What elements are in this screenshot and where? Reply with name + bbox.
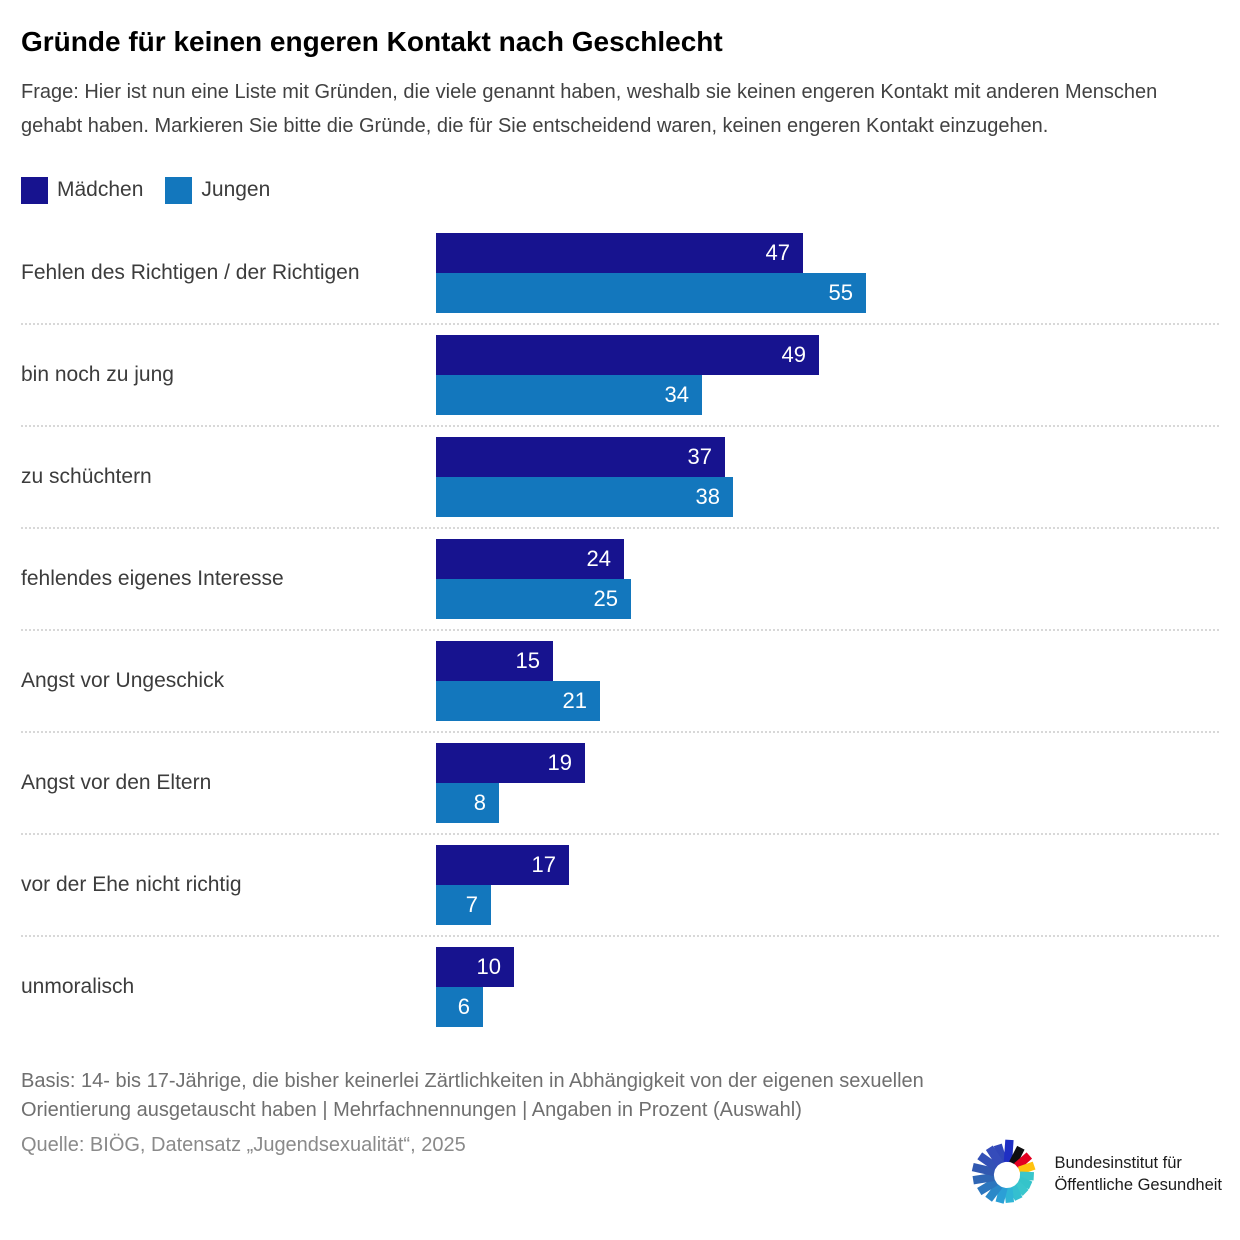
legend-item-maedchen: Mädchen (21, 176, 144, 204)
category-label: Fehlen des Richtigen / der Richtigen (21, 261, 360, 284)
chart-row: Angst vor Ungeschick 15 21 (21, 641, 1219, 721)
chart-row: Angst vor den Eltern 19 8 (21, 743, 1219, 823)
chart-bar-jungen: 25 (436, 579, 631, 619)
bar-group: 15 21 (436, 641, 1219, 721)
chart-bar-jungen: 21 (436, 681, 600, 721)
chart-bar-maedchen: 37 (436, 437, 725, 477)
row-separator (21, 935, 1219, 937)
row-separator (21, 629, 1219, 631)
chart-row: Fehlen des Richtigen / der Richtigen 47 55 (21, 233, 1219, 313)
chart-subtitle-question: Frage: Hier ist nun eine Liste mit Gründ… (21, 81, 1158, 137)
chart-bar-jungen: 6 (436, 987, 483, 1027)
chart: Fehlen des Richtigen / der Richtigen 47 55… (21, 233, 1219, 1027)
bar-value-label: 19 (547, 750, 572, 775)
bar-group: 47 55 (436, 233, 1219, 313)
bar-group: 49 34 (436, 335, 1219, 415)
chart-row: vor der Ehe nicht richtig 17 7 (21, 845, 1219, 925)
chart-bar-maedchen: 19 (436, 743, 585, 783)
category-label: fehlendes eigenes Interesse (21, 567, 284, 590)
chart-bar-maedchen: 24 (436, 539, 624, 579)
bar-value-label: 15 (515, 648, 540, 673)
bar-value-label: 34 (664, 382, 689, 407)
row-separator (21, 833, 1219, 835)
chart-row: unmoralisch 10 6 (21, 947, 1219, 1027)
bar-value-label: 7 (465, 892, 478, 917)
row-separator (21, 527, 1219, 529)
brand-name: Bundesinstitut für Öffentliche Gesundhei… (1054, 1152, 1222, 1196)
category-label: zu schüchtern (21, 465, 152, 488)
chart-bar-jungen: 38 (436, 477, 733, 517)
row-separator (21, 425, 1219, 427)
page-title: Gründe für keinen engeren Kontakt nach G… (21, 26, 723, 57)
legend-label-jungen: Jungen (201, 178, 271, 201)
brand-block: Bundesinstitut für Öffentliche Gesundhei… (970, 1130, 1222, 1218)
legend-swatch-jungen (165, 176, 193, 204)
row-separator (21, 323, 1219, 325)
bar-group: 24 25 (436, 539, 1219, 619)
bar-value-label: 21 (562, 688, 587, 713)
footer: Basis: 14- bis 17-Jährige, die bisher ke… (21, 1067, 1219, 1157)
bar-value-label: 10 (476, 954, 501, 979)
chart-bar-maedchen: 10 (436, 947, 514, 987)
bar-value-label: 47 (765, 240, 790, 265)
bar-group: 19 8 (436, 743, 1219, 823)
category-label: vor der Ehe nicht richtig (21, 873, 242, 896)
bar-group: 37 38 (436, 437, 1219, 517)
chart-bar-jungen: 34 (436, 375, 702, 415)
brand-name-line1: Bundesinstitut für (1054, 1154, 1182, 1172)
footer-basis-note: Basis: 14- bis 17-Jährige, die bisher ke… (21, 1070, 924, 1121)
chart-row: fehlendes eigenes Interesse 24 25 (21, 539, 1219, 619)
category-label: unmoralisch (21, 975, 135, 998)
legend-swatch-maedchen (21, 176, 48, 204)
chart-bar-maedchen: 17 (436, 845, 569, 885)
chart-row: bin noch zu jung 49 34 (21, 335, 1219, 415)
bar-value-label: 38 (695, 484, 720, 509)
chart-bar-maedchen: 15 (436, 641, 553, 681)
bar-value-label: 24 (586, 546, 611, 571)
brand-name-line2: Öffentliche Gesundheit (1054, 1176, 1222, 1194)
bar-value-label: 25 (593, 586, 618, 611)
bar-value-label: 49 (781, 342, 806, 367)
category-label: Angst vor den Eltern (21, 771, 212, 794)
bar-value-label: 17 (531, 852, 556, 877)
chart-bar-jungen: 55 (436, 273, 866, 313)
row-separator (21, 731, 1219, 733)
biog-logo-icon (972, 1139, 1036, 1204)
legend-label-maedchen: Mädchen (57, 178, 144, 201)
legend: Mädchen Jungen (21, 176, 1219, 204)
footer-source-note: Quelle: BIÖG, Datensatz „Jugendsexualitä… (21, 1134, 466, 1156)
bar-value-label: 8 (473, 790, 486, 815)
bar-value-label: 55 (828, 280, 853, 305)
category-label: Angst vor Ungeschick (21, 669, 225, 692)
chart-bar-maedchen: 47 (436, 233, 803, 273)
bar-group: 10 6 (436, 947, 1219, 1027)
category-label: bin noch zu jung (21, 363, 174, 386)
chart-bar-jungen: 7 (436, 885, 491, 925)
chart-row: zu schüchtern 37 38 (21, 437, 1219, 517)
bar-value-label: 6 (457, 994, 470, 1019)
legend-item-jungen: Jungen (165, 176, 271, 204)
bar-value-label: 37 (687, 444, 712, 469)
chart-bar-maedchen: 49 (436, 335, 819, 375)
chart-bar-jungen: 8 (436, 783, 499, 823)
bar-group: 17 7 (436, 845, 1219, 925)
